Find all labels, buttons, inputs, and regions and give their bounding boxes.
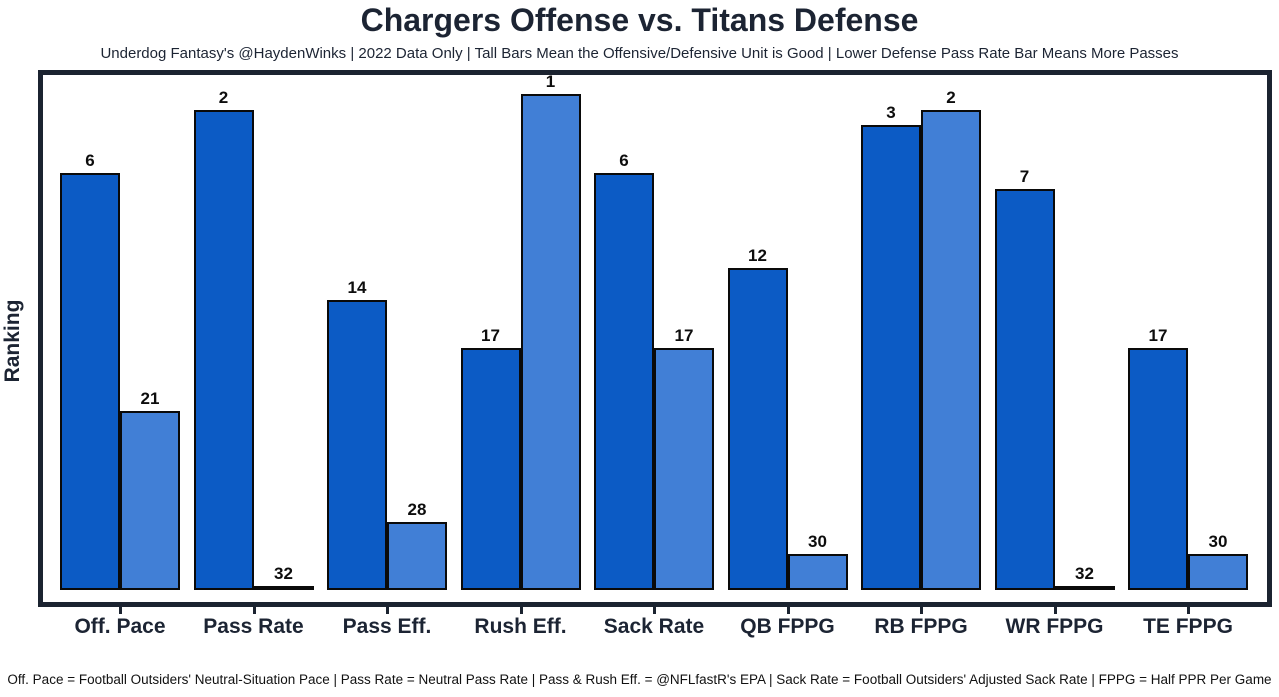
x-axis-tick [653, 607, 656, 614]
x-axis-tick [119, 607, 122, 614]
bar-defense [520, 94, 581, 590]
chart-subtitle: Underdog Fantasy's @HaydenWinks | 2022 D… [100, 45, 1179, 62]
bar-value-label: 12 [748, 246, 767, 265]
bar-value-label: 3 [886, 103, 896, 122]
bar-value-label: 28 [407, 500, 427, 519]
x-axis-tick [519, 607, 523, 614]
bar-offense [327, 300, 387, 590]
x-axis-category-label: TE FPPG [1143, 615, 1233, 638]
bar-defense [1054, 586, 1115, 590]
bar-defense [387, 522, 447, 590]
bar-offense [193, 110, 254, 590]
bar-value-label: 21 [140, 389, 160, 408]
chart-title: Chargers Offense vs. Titans Defense [360, 2, 919, 38]
bar-offense [994, 189, 1055, 590]
footnote: Off. Pace = Football Outsiders' Neutral-… [7, 672, 1272, 687]
x-axis-tick [786, 607, 790, 614]
bar-value-label: 17 [481, 326, 500, 345]
x-axis-tick [252, 607, 256, 614]
bar-value-label: 2 [218, 88, 229, 107]
bar-value-label: 2 [946, 88, 956, 107]
x-axis-category-label: Off. Pace [74, 615, 166, 638]
bar-value-label: 6 [85, 151, 95, 170]
x-axis-category-label: WR FPPG [1005, 615, 1104, 638]
bar-value-label: 30 [808, 532, 827, 551]
x-axis-category-label: Pass Rate [203, 615, 304, 638]
x-axis-tick [1053, 607, 1057, 614]
x-axis-tick [386, 607, 389, 614]
bar-value-label: 17 [674, 326, 694, 345]
x-axis-category-label: QB FPPG [740, 615, 835, 638]
bar-value-label: 17 [1148, 326, 1168, 345]
bar-value-label: 30 [1208, 532, 1228, 551]
bar-value-label: 7 [1019, 167, 1030, 186]
bar-defense [1188, 554, 1248, 590]
x-axis-category-label: Rush Eff. [474, 615, 567, 638]
bar-value-label: 14 [347, 278, 367, 297]
bar-value-label: 6 [619, 151, 629, 170]
x-axis-category-label: RB FPPG [874, 615, 968, 638]
bar-defense [120, 411, 180, 590]
x-axis-tick [920, 607, 923, 614]
bar-offense [861, 125, 921, 590]
x-axis-category-label: Sack Rate [603, 615, 705, 638]
bar-defense [654, 348, 714, 590]
bar-offense [727, 268, 788, 590]
bar-offense [60, 173, 120, 590]
bar-value-label: 1 [545, 72, 556, 91]
x-axis-category-label: Pass Eff. [342, 615, 432, 638]
x-axis-tick [1187, 607, 1190, 614]
bar-offense [1128, 348, 1188, 590]
bar-value-label: 32 [1075, 564, 1094, 583]
bar-value-label: 32 [274, 564, 293, 583]
plot-area: 6 21 2 32 14 28 17 1 6 17 12 30 3 2 7 32 17 30 [38, 70, 1272, 607]
bar-offense [594, 173, 654, 590]
bar-defense [921, 110, 981, 590]
bar-defense [787, 554, 848, 590]
bar-defense [253, 586, 314, 590]
bar-offense [460, 348, 521, 590]
